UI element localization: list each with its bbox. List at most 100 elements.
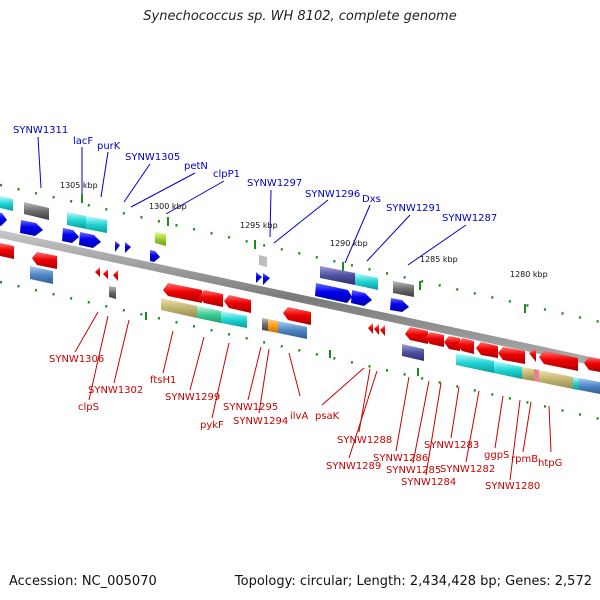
tick-row-outer	[0, 183, 600, 324]
leader-ilva	[288, 352, 301, 397]
gene-label-synw1297: SYNW1297	[247, 178, 302, 189]
gene-reverse-14	[425, 332, 444, 347]
gene-reverse-7	[199, 290, 223, 307]
gene-label-ilva: ilvA	[290, 411, 308, 422]
gene-forward-3	[62, 228, 79, 243]
gene-reverse-12	[380, 325, 385, 336]
tick-row-inner	[0, 280, 600, 421]
gene-label-synw1284: SYNW1284	[401, 477, 456, 488]
position-label-1300: 1300 kbp	[149, 202, 187, 211]
leader-synw1297	[269, 189, 272, 238]
leader-synw1306	[74, 311, 99, 353]
gene-label-synw1305: SYNW1305	[125, 152, 180, 163]
gene-label-synw1283: SYNW1283	[424, 440, 479, 451]
annot-box-18	[402, 344, 424, 361]
gene-forward-12	[390, 298, 409, 312]
gene-label-petn: petN	[184, 161, 208, 172]
leader-synw1311	[37, 136, 42, 189]
gene-label-synw1288: SYNW1288	[337, 435, 392, 446]
gene-label-synw1294: SYNW1294	[233, 416, 288, 427]
gene-label-psak: psaK	[315, 411, 340, 422]
leader-synw1289	[348, 370, 378, 459]
gene-label-synw1286: SYNW1286	[373, 453, 428, 464]
gene-reverse-6	[163, 283, 202, 303]
gene-label-lacf: lacF	[73, 136, 93, 147]
annot-box-14	[221, 311, 247, 328]
gene-label-ftsh1: ftsH1	[150, 375, 176, 386]
gene-label-synw1282: SYNW1282	[440, 464, 495, 475]
annot-box-12	[161, 298, 197, 318]
gene-forward-7	[150, 250, 160, 262]
annot-box-23	[539, 370, 573, 389]
gene-label-synw1291: SYNW1291	[386, 203, 441, 214]
gene-reverse-9	[283, 307, 311, 325]
annot-box-21	[522, 367, 534, 381]
gene-label-synw1311: SYNW1311	[13, 125, 68, 136]
gene-label-clpp1: clpP1	[213, 169, 240, 180]
leader-synw1291	[366, 214, 411, 262]
leader-synw1286	[395, 376, 410, 452]
annot-box-13	[197, 306, 221, 323]
annot-box-3	[67, 212, 86, 229]
gene-label-synw1299: SYNW1299	[165, 392, 220, 403]
leader-clpp1	[165, 180, 225, 215]
leader-petn	[130, 172, 196, 208]
genome-backbone	[0, 230, 600, 367]
annot-box-7	[320, 266, 355, 285]
leader-rpmb	[522, 401, 532, 453]
gene-label-dxs: Dxs	[362, 194, 381, 205]
leader-synw1280	[509, 399, 521, 481]
leader-synw1294	[258, 348, 270, 414]
annot-box-8	[355, 273, 378, 290]
gene-label-clps: clpS	[78, 402, 99, 413]
annot-box-2	[24, 202, 49, 220]
leader-ftsh1	[162, 330, 174, 374]
leader-synw1299	[189, 336, 205, 391]
gene-forward-4	[79, 232, 101, 248]
leader-synw1283	[450, 386, 460, 439]
gene-reverse-4	[103, 269, 108, 279]
annot-box-17	[278, 321, 307, 339]
gene-reverse-20	[539, 351, 578, 371]
gene-label-pykf: pykF	[200, 420, 224, 431]
position-label-1290: 1290 kbp	[330, 239, 368, 248]
gene-reverse-10	[368, 323, 373, 334]
gene-forward-10	[315, 283, 352, 303]
position-label-1295: 1295 kbp	[240, 221, 278, 230]
annot-box-5	[155, 232, 166, 246]
leader-synw1305	[123, 163, 151, 203]
annot-box-6	[259, 255, 267, 267]
annot-box-20	[494, 361, 522, 379]
leader-purk	[100, 151, 109, 198]
gene-label-purk: purK	[97, 141, 121, 152]
annot-box-10	[30, 266, 53, 284]
gene-reverse-2	[32, 252, 57, 269]
gene-label-synw1280: SYNW1280	[485, 481, 540, 492]
gene-forward-11	[351, 290, 372, 306]
gene-label-synw1287: SYNW1287	[442, 213, 497, 224]
leader-ggps	[494, 395, 504, 449]
leader-synw1296	[273, 199, 329, 244]
leader-synw1302	[113, 319, 130, 384]
leader-clps	[88, 315, 109, 401]
leader-synw1295	[247, 346, 262, 401]
gene-label-ggps: ggpS	[484, 450, 509, 461]
gene-reverse-18	[498, 347, 525, 364]
annot-box-9	[393, 281, 414, 297]
gene-label-synw1302: SYNW1302	[88, 385, 143, 396]
leader-synw1285	[412, 380, 430, 464]
leader-pykf	[211, 342, 230, 419]
gene-reverse-8	[224, 295, 251, 313]
gene-label-synw1296: SYNW1296	[305, 189, 360, 200]
leader-synw1287	[407, 224, 467, 266]
gene-reverse-19	[529, 349, 536, 362]
position-label-1285: 1285 kbp	[420, 255, 458, 264]
topology-text: Topology: circular; Length: 2,434,428 bp…	[234, 574, 592, 589]
annot-box-1	[0, 196, 13, 211]
accession-text: Accession: NC_005070	[9, 574, 157, 589]
gene-label-synw1306: SYNW1306	[49, 354, 104, 365]
annot-box-15	[262, 318, 268, 331]
gene-forward-6	[125, 242, 131, 253]
gene-label-synw1295: SYNW1295	[223, 402, 278, 413]
